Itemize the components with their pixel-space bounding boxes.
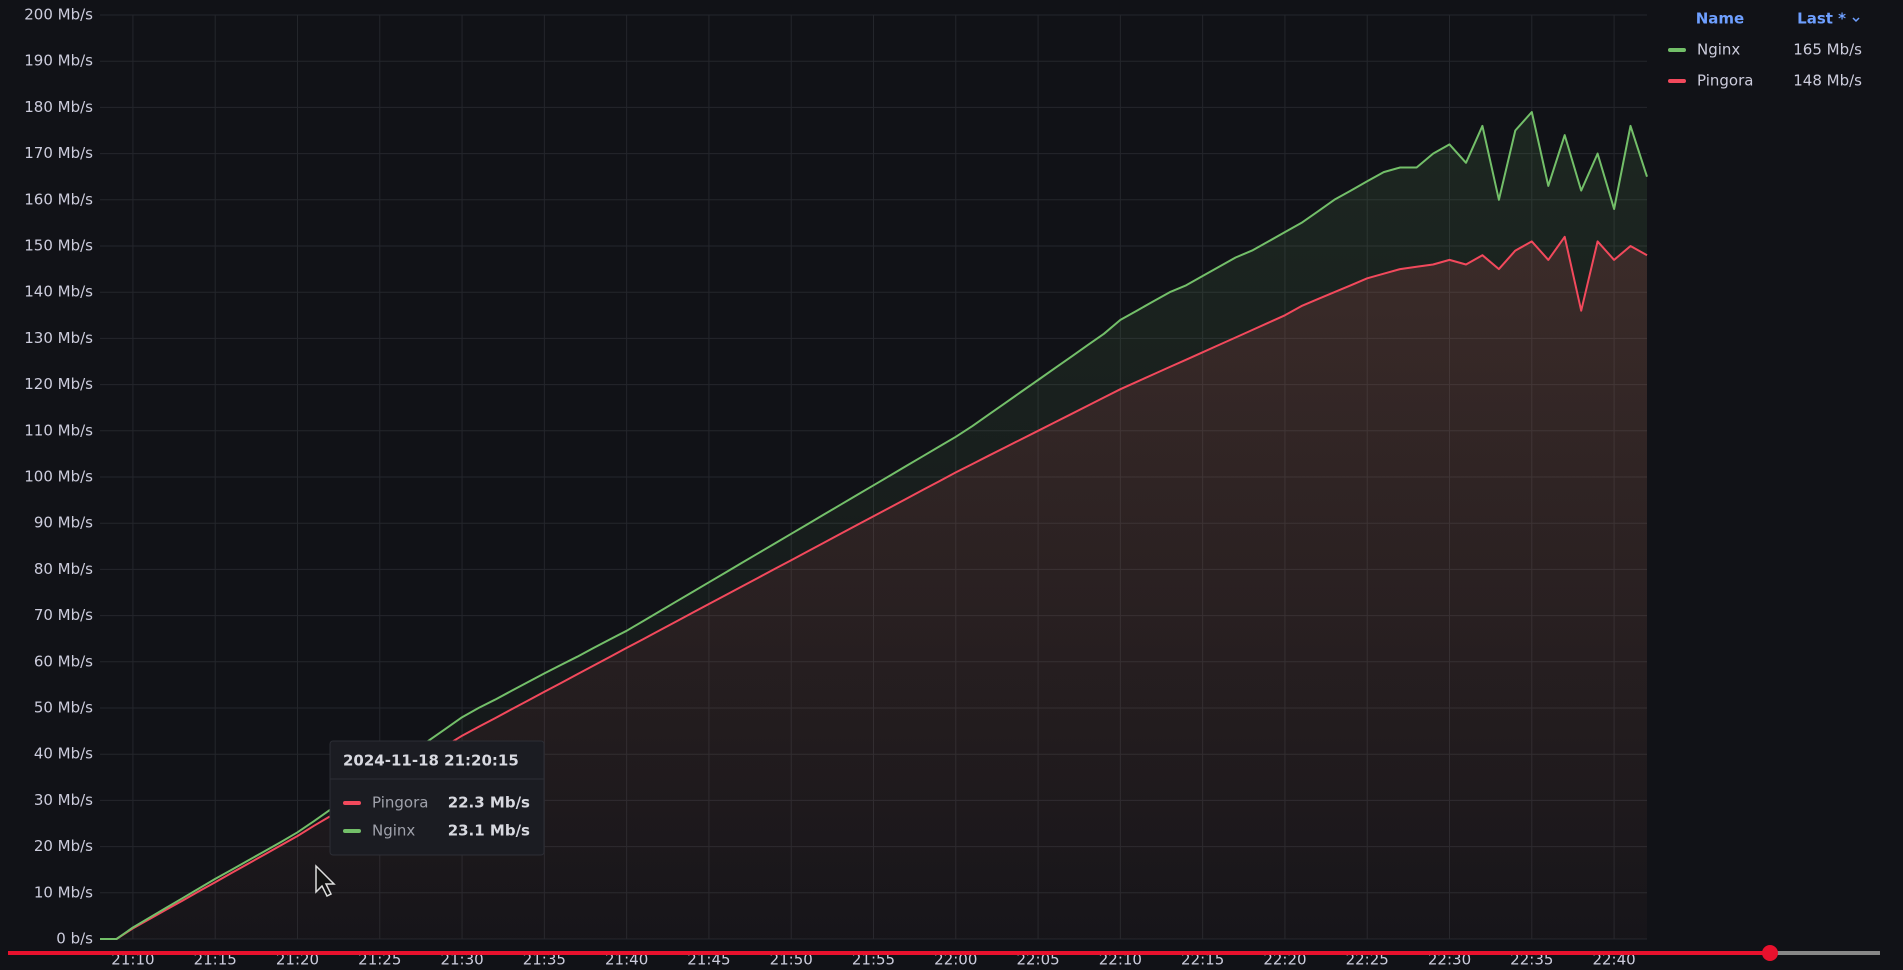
y-tick-label: 180 Mb/s (24, 98, 93, 116)
legend-name[interactable]: Nginx (1697, 41, 1740, 59)
tooltip-swatch (343, 801, 361, 805)
video-buffer[interactable] (1770, 951, 1880, 955)
tooltip-box (329, 740, 545, 856)
y-tick-label: 10 Mb/s (34, 883, 93, 901)
legend-header-last[interactable]: Last * (1797, 10, 1846, 28)
tooltip-name: Nginx (372, 822, 415, 840)
y-tick-label: 20 Mb/s (34, 837, 93, 855)
y-tick-label: 40 Mb/s (34, 745, 93, 763)
tooltip-value: 23.1 Mb/s (448, 822, 530, 840)
tooltip-swatch (343, 829, 361, 833)
video-scrubber[interactable] (1762, 945, 1778, 961)
y-tick-label: 50 Mb/s (34, 699, 93, 717)
y-tick-label: 80 Mb/s (34, 560, 93, 578)
video-progress[interactable] (8, 951, 1770, 955)
y-tick-label: 150 Mb/s (24, 237, 93, 255)
y-tick-label: 170 Mb/s (24, 144, 93, 162)
y-tick-label: 30 Mb/s (34, 791, 93, 809)
legend-last[interactable]: 148 Mb/s (1793, 72, 1862, 90)
tooltip: 2024-11-18 21:20:15 Pingora 22.3 Mb/s Ngin… (329, 740, 545, 856)
legend[interactable]: Name Last * Nginx 165 Mb/s Pingora 148 Mb/s (1668, 10, 1862, 90)
y-tick-label: 140 Mb/s (24, 283, 93, 301)
y-tick-label: 190 Mb/s (24, 52, 93, 70)
legend-header-name[interactable]: Name (1696, 10, 1744, 28)
legend-last[interactable]: 165 Mb/s (1793, 41, 1862, 59)
legend-swatch[interactable] (1668, 79, 1686, 83)
y-tick-label: 200 Mb/s (24, 6, 93, 24)
legend-swatch[interactable] (1668, 48, 1686, 52)
y-tick-label: 100 Mb/s (24, 468, 93, 486)
series-area (100, 112, 1647, 939)
y-tick-label: 90 Mb/s (34, 514, 93, 532)
y-tick-label: 130 Mb/s (24, 329, 93, 347)
tooltip-value: 22.3 Mb/s (448, 794, 530, 812)
y-tick-label: 110 Mb/s (24, 421, 93, 439)
sort-icon (1852, 17, 1860, 23)
y-tick-label: 0 b/s (56, 930, 93, 948)
y-tick-label: 60 Mb/s (34, 652, 93, 670)
tooltip-name: Pingora (372, 794, 428, 812)
y-tick-label: 70 Mb/s (34, 606, 93, 624)
y-tick-label: 160 Mb/s (24, 190, 93, 208)
legend-name[interactable]: Pingora (1697, 72, 1753, 90)
y-tick-label: 120 Mb/s (24, 375, 93, 393)
mouse-cursor (315, 864, 336, 898)
tooltip-time: 2024-11-18 21:20:15 (343, 752, 519, 770)
